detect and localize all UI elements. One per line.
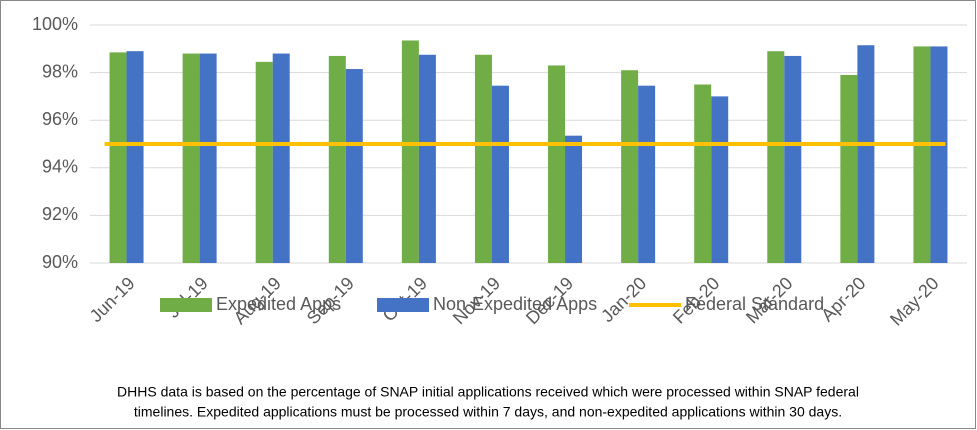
bar [840, 74, 858, 263]
legend-swatch [377, 298, 429, 312]
bar [255, 61, 273, 263]
bar [913, 46, 931, 263]
bar [272, 53, 290, 264]
legend-label: Non-Expedited Apps [433, 294, 597, 314]
bar [491, 85, 509, 263]
bar [345, 69, 363, 263]
bar [638, 85, 656, 263]
caption: timelines. Expedited applications must b… [134, 404, 842, 420]
legend-label: Federal Standard [685, 294, 824, 314]
bar [328, 55, 346, 263]
legend-label: Expedited Apps [216, 294, 341, 314]
y-tick-label: 92% [42, 204, 78, 224]
bar [711, 96, 729, 264]
bar [182, 53, 200, 264]
y-tick-label: 100% [32, 14, 78, 34]
caption: DHHS data is based on the percentage of … [117, 384, 859, 400]
bar [474, 54, 492, 263]
bar [401, 40, 419, 263]
bar [784, 55, 802, 263]
bar [199, 53, 217, 264]
bar [694, 84, 712, 263]
y-tick-label: 98% [42, 61, 78, 81]
y-tick-label: 90% [42, 252, 78, 272]
bar [621, 70, 639, 263]
bar [857, 45, 875, 264]
bar [126, 51, 144, 264]
bar [767, 51, 785, 264]
y-tick-label: 96% [42, 109, 78, 129]
bar [930, 46, 948, 263]
y-tick-label: 94% [42, 157, 78, 177]
bar [565, 135, 583, 263]
bar [418, 54, 436, 263]
bar [109, 52, 127, 264]
bar [548, 65, 566, 264]
legend-swatch [160, 298, 212, 312]
